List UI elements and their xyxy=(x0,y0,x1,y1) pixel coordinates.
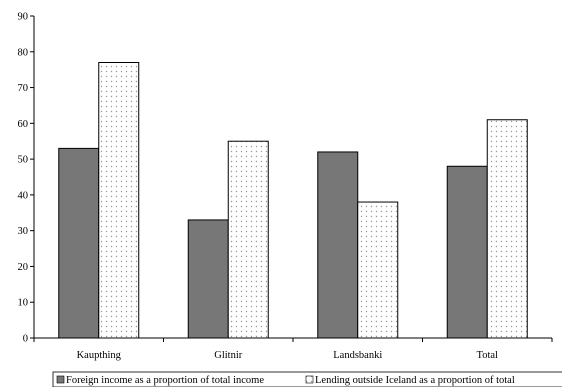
bar-landsbanki-series-2 xyxy=(357,201,399,339)
x-category-label-total: Total xyxy=(477,350,499,361)
bar-glitnir-series-2 xyxy=(227,140,269,339)
y-tick-label-30: 30 xyxy=(18,226,29,237)
bar-kaupthing-series-1 xyxy=(58,147,100,339)
y-tick-label-80: 80 xyxy=(18,47,29,58)
bar-glitnir-series-1 xyxy=(187,219,229,339)
y-tick-label-10: 10 xyxy=(18,298,29,309)
x-axis: Kaupthing Glitnir Landsbanki Total xyxy=(33,337,553,361)
y-tick-label-40: 40 xyxy=(18,190,29,201)
legend-swatch-foreign-income xyxy=(56,375,65,384)
y-tick-label-90: 90 xyxy=(18,12,29,23)
bar-kaupthing-series-2 xyxy=(98,62,140,339)
bar-landsbanki-series-1 xyxy=(317,151,359,339)
y-tick-label-70: 70 xyxy=(18,83,29,94)
legend: Foreign income as a proportion of total … xyxy=(52,371,562,387)
legend-label-foreign-income: Foreign income as a proportion of total … xyxy=(66,375,264,386)
legend-label-lending-outside: Lending outside Iceland as a proportion … xyxy=(315,375,515,386)
x-category-label-glitnir: Glitnir xyxy=(214,350,243,361)
y-tick-label-0: 0 xyxy=(23,334,28,345)
y-tick-label-60: 60 xyxy=(18,119,29,130)
y-axis: 0 10 20 30 40 50 60 70 80 90 xyxy=(18,12,35,345)
legend-swatch-lending-outside xyxy=(305,375,314,384)
bar-total-series-1 xyxy=(446,165,488,339)
bar-total-series-2 xyxy=(486,119,528,339)
bars xyxy=(58,62,528,339)
y-tick-label-20: 20 xyxy=(18,262,29,273)
x-category-label-landsbanki: Landsbanki xyxy=(333,350,382,361)
x-category-label-kaupthing: Kaupthing xyxy=(77,350,122,361)
y-tick-label-50: 50 xyxy=(18,155,29,166)
